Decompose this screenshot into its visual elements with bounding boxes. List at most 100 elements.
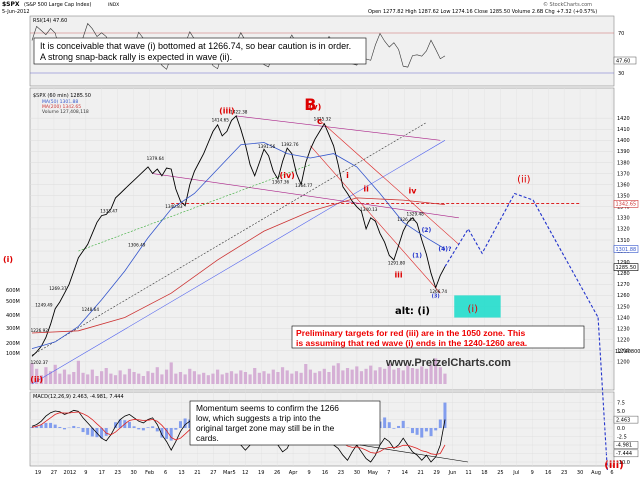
macd-histogram-bar (165, 428, 169, 439)
price-tag-box (613, 263, 639, 271)
price-tick-label: 1370 (617, 171, 630, 177)
volume-bar (225, 372, 229, 384)
x-tick-label: 19 (258, 470, 264, 476)
macd-histogram-bar (76, 427, 80, 428)
projection-line (444, 192, 599, 318)
volume-bar (53, 364, 57, 384)
volume-bar (378, 367, 382, 384)
volume-bar (192, 371, 196, 384)
volume-bar (369, 365, 373, 384)
volume-bar (443, 373, 447, 384)
macd-histogram-bar (118, 419, 122, 428)
price-label: 1392.76 (281, 142, 299, 147)
price-tag-box (613, 200, 639, 208)
trend-line-magenta-top (236, 115, 441, 141)
volume-bar (424, 368, 428, 384)
x-tick-label: 11 (465, 470, 471, 476)
price-tag-value: 1301.88 (616, 247, 637, 253)
volume-bar (257, 372, 261, 384)
x-tick-label: Mar5 (223, 470, 236, 476)
wave-label: i (346, 171, 349, 180)
price-tick-label: 1260 (617, 293, 630, 299)
volume-bar (387, 364, 391, 384)
volume-bar (438, 367, 442, 384)
wave-label: (i) (3, 255, 13, 264)
price-label: 1202.37 (31, 360, 49, 365)
rsi-annotation-line-2: A strong snap-back rally is expected in … (40, 52, 232, 62)
header-symbol: $SPX (2, 1, 20, 8)
x-tick-label: 27 (51, 470, 57, 476)
price-tick-label: 1250 (617, 304, 630, 310)
rsi-last-value: 47.60 (616, 59, 630, 65)
macd-histogram-bar (137, 428, 141, 430)
volume-bars (30, 358, 447, 384)
volume-bar (104, 368, 108, 384)
volume-bar (392, 369, 396, 384)
x-tick-label: 21 (194, 470, 200, 476)
x-tick-label: Jun (448, 470, 457, 476)
wave-label: (3) (432, 294, 440, 300)
macd-histogram-bar (114, 422, 118, 428)
volume-bar (294, 371, 299, 384)
price-label: 1415.32 (314, 116, 332, 121)
x-tick-label: 26 (274, 470, 280, 476)
volume-bar (355, 366, 359, 384)
volume-bar (262, 371, 266, 384)
x-tick-label: 12 (242, 470, 248, 476)
macd-tick-label: -2.5 (617, 434, 627, 440)
volume-bar (359, 371, 364, 384)
volume-bar (364, 368, 368, 384)
x-tick-label: 6 (610, 470, 613, 476)
macd-histogram-bar (387, 422, 391, 428)
volume-bar (81, 372, 85, 384)
volume-bar (137, 373, 141, 384)
price-tick-label: 1360 (617, 182, 630, 188)
volume-bar (327, 372, 331, 384)
macd-histogram-bar (49, 422, 53, 428)
volume-bar (30, 363, 34, 384)
volume-bar (35, 368, 39, 384)
macd-histogram-bar (53, 424, 57, 428)
x-tick-label: 16 (322, 470, 328, 476)
price-tick-label: 1310 (617, 238, 630, 244)
macd-histogram-bar (30, 426, 34, 428)
volume-bar (401, 370, 405, 384)
macd-histogram-bar (434, 428, 438, 431)
macd-tag-box (613, 449, 639, 458)
macd-histogram-bar (151, 426, 155, 428)
volume-bar (410, 368, 415, 384)
trend-line-green (78, 164, 311, 252)
rsi-annotation-box (33, 37, 367, 65)
price-label: 1414.65 (212, 117, 230, 122)
trend-line-dashed (31, 122, 427, 356)
x-tick-label: 9 (307, 470, 310, 476)
volume-bar (211, 373, 215, 384)
x-tick-label: 23 (338, 470, 344, 476)
price-tick-label: 1210 (617, 349, 630, 355)
wave-label: c (317, 117, 322, 127)
volume-bar (341, 370, 345, 384)
macd-annotation-line-4: cards. (196, 433, 219, 443)
header-ohlc: Open 1277.82 High 1287.62 Low 1274.16 Cl… (368, 9, 597, 15)
volume-bar (109, 373, 113, 384)
volume-bar (336, 363, 340, 384)
macd-histogram-bar (383, 417, 387, 428)
header-source: © StockCharts.com (543, 1, 592, 8)
macd-tag-box (613, 415, 639, 424)
x-tick-label: 30 (130, 470, 136, 476)
volume-tick-label: 400M (6, 313, 20, 319)
volume-bar (434, 358, 438, 384)
x-tick-label: 29 (433, 470, 439, 476)
macd-histogram-bar (160, 428, 164, 438)
macd-label: MACD(12,26,9) 2.463, -4.981, 7.444 (33, 394, 124, 400)
macd-histogram-bar (58, 426, 62, 428)
volume-bar (308, 369, 312, 384)
volume-bar (383, 368, 387, 384)
series-line-2 (31, 197, 446, 334)
x-tick-label: Apr (289, 470, 299, 476)
volume-bar (72, 372, 76, 384)
target-zone (454, 295, 501, 318)
volume-bar (90, 369, 94, 384)
rsi-tick-70: 70 (618, 31, 624, 37)
volume-bar (141, 376, 145, 384)
